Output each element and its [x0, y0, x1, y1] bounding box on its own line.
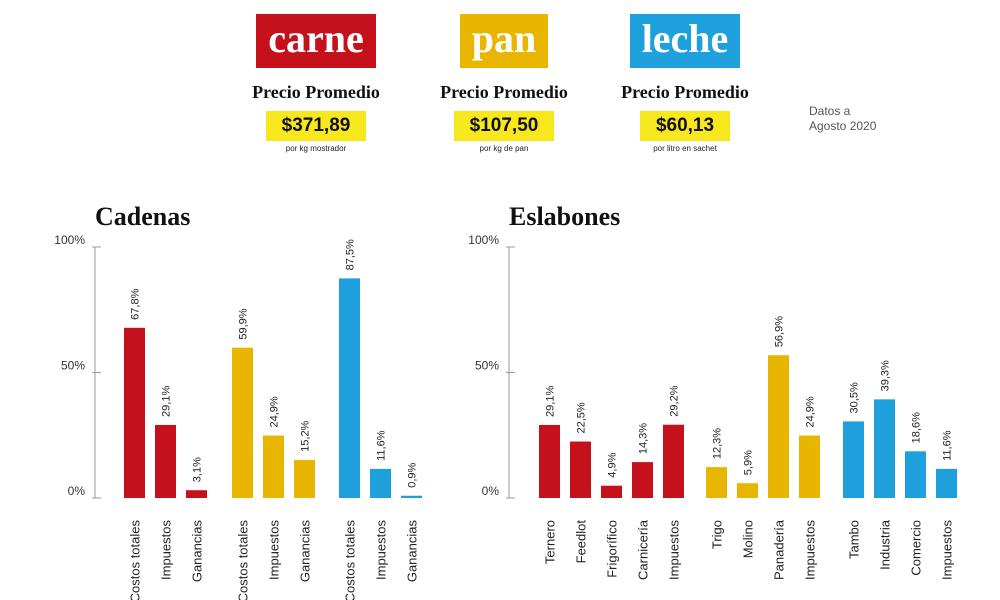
date-note-line1: Datos a [809, 104, 851, 118]
bar [663, 424, 684, 498]
product-leche: leche Precio Promedio $60,13 por litro e… [600, 14, 770, 153]
bar-value-label: 0,9% [407, 462, 419, 487]
category-label: Impuestos [159, 520, 174, 580]
bar [936, 468, 957, 498]
product-badge-leche: leche [629, 14, 741, 68]
date-note: Datos a Agosto 2020 [809, 104, 909, 134]
chart-title-cadenas: Cadenas [95, 202, 191, 231]
category-label: Ternero [543, 520, 558, 564]
price-unit-pan: por kg de pan [479, 144, 529, 153]
price-title-pan: Precio Promedio [440, 82, 568, 102]
y-tick-label: 0% [482, 484, 500, 498]
bar [232, 347, 253, 498]
price-value-carne: $371,89 [265, 111, 367, 141]
category-label: Comercio [909, 520, 924, 576]
product-badge-carne: carne [256, 14, 376, 68]
bar-value-label: 5,9% [743, 450, 755, 475]
y-tick-label: 50% [61, 359, 85, 373]
bar-value-label: 22,5% [576, 402, 588, 433]
category-label: Tambo [847, 520, 862, 559]
bar [905, 451, 926, 498]
bar [843, 421, 864, 498]
price-value-leche: $60,13 [639, 111, 731, 141]
bar [799, 435, 820, 498]
product-badge-pan: pan [459, 14, 549, 68]
price-title-carne: Precio Promedio [252, 82, 380, 102]
category-label: Molino [741, 520, 756, 558]
category-label: Costos totales [128, 520, 143, 600]
bar-value-label: 29,1% [161, 386, 173, 417]
category-label: Costos totales [236, 520, 251, 600]
bar [263, 435, 284, 498]
bar [294, 459, 315, 498]
bar [632, 462, 653, 498]
category-label: Impuestos [267, 520, 282, 580]
category-label: Frigorífico [605, 520, 620, 578]
bar [155, 424, 176, 498]
bar-value-label: 87,5% [345, 239, 357, 270]
bar [339, 278, 360, 498]
bar [874, 399, 895, 498]
bar [186, 490, 207, 498]
y-tick-label: 0% [68, 484, 86, 498]
category-label: Carnicería [636, 519, 651, 580]
category-label: Ganancias [405, 520, 420, 583]
date-note-line2: Agosto 2020 [809, 119, 877, 133]
bar [706, 467, 727, 498]
price-title-leche: Precio Promedio [621, 82, 749, 102]
bar-value-label: 12,3% [712, 428, 724, 459]
category-label: Industria [878, 519, 893, 570]
bar-value-label: 4,9% [607, 452, 619, 477]
category-label: Impuestos [940, 520, 955, 580]
bar [737, 483, 758, 498]
bar [768, 355, 789, 498]
bar-value-label: 11,6% [942, 430, 954, 461]
y-tick-label: 100% [54, 233, 85, 247]
category-label: Panadería [772, 519, 787, 580]
bar [124, 327, 145, 498]
product-pan: pan Precio Promedio $107,50 por kg de pa… [419, 14, 589, 153]
bar [539, 424, 560, 498]
bar-value-label: 14,3% [638, 423, 650, 454]
bar-value-label: 29,2% [669, 385, 681, 416]
bar [370, 468, 391, 498]
bar-value-label: 30,5% [849, 382, 861, 413]
category-label: Trigo [710, 520, 725, 549]
bar-value-label: 39,3% [880, 360, 892, 391]
price-unit-carne: por kg mostrador [285, 144, 347, 153]
bar-value-label: 59,9% [238, 308, 250, 339]
category-label: Ganancias [190, 520, 205, 583]
bar-value-label: 15,2% [300, 420, 312, 451]
category-label: Costos totales [343, 520, 358, 600]
y-tick-label: 50% [475, 359, 499, 373]
category-label: Feedlot [574, 520, 589, 564]
category-label: Ganancias [298, 520, 313, 583]
bar-value-label: 24,9% [269, 396, 281, 427]
bar-value-label: 18,6% [911, 412, 923, 443]
bar [570, 441, 591, 498]
bar-value-label: 29,1% [545, 386, 557, 417]
bar-value-label: 56,9% [774, 316, 786, 347]
y-tick-label: 100% [468, 233, 499, 247]
bar-value-label: 67,8% [130, 288, 142, 319]
price-unit-leche: por litro en sachet [653, 144, 717, 153]
bar [401, 495, 422, 498]
bar-value-label: 11,6% [376, 430, 388, 461]
price-value-pan: $107,50 [453, 111, 555, 141]
bar-value-label: 24,9% [805, 396, 817, 427]
bar-value-label: 3,1% [192, 457, 204, 482]
category-label: Impuestos [667, 520, 682, 580]
category-label: Impuestos [374, 520, 389, 580]
chart-title-eslabones: Eslabones [509, 202, 621, 231]
bar [601, 485, 622, 498]
product-carne: carne Precio Promedio $371,89 por kg mos… [231, 14, 401, 153]
category-label: Impuestos [803, 520, 818, 580]
